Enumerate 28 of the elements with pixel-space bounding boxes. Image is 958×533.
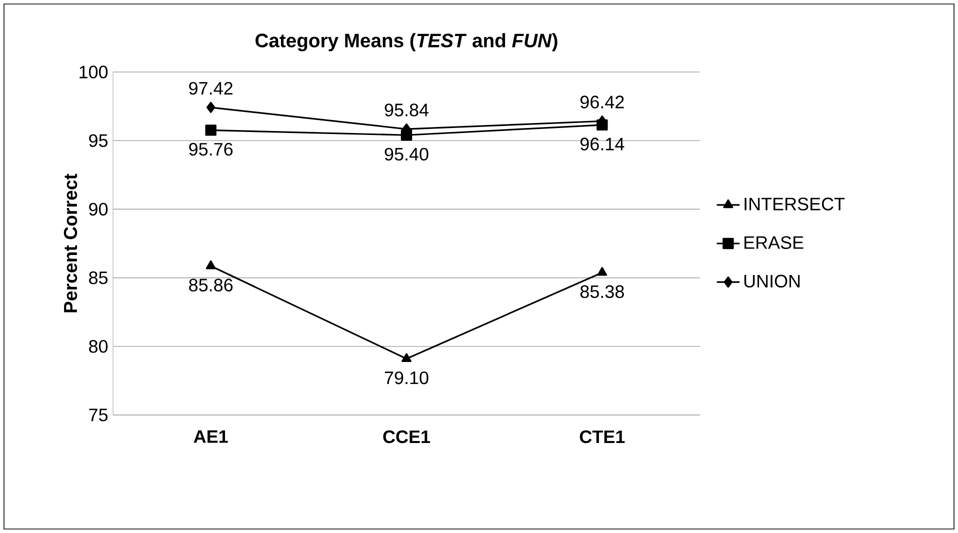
point [402,353,412,362]
x-tick-label: AE1 [194,430,228,443]
x-tick-label: CCE1 [383,430,430,444]
y-tick-label: 75 [89,408,108,422]
data-label: 96.42 [580,96,624,108]
y-tick-label: 80 [89,340,108,353]
data-label: 97.42 [189,82,232,95]
y-tick-label: 95 [89,134,108,147]
point [206,260,216,270]
data-label: 96.14 [580,138,624,150]
x-tick-label: CTE1 [580,430,625,444]
legend-label: INTERSECT [744,198,845,210]
legend-label: ERASE [744,236,804,249]
data-label: 95.40 [384,148,428,161]
data-label: 79.10 [384,371,428,384]
legend-label: UNION [744,274,800,288]
data-label: 85.86 [189,278,233,292]
y-tick-label: 100 [80,66,108,78]
data-label: 95.76 [189,142,233,156]
data-label: 85.38 [580,285,624,298]
y-axis-title: Percent Correct [64,174,78,312]
point [597,266,608,276]
point [205,124,216,136]
y-tick-label: 85 [89,271,108,284]
y-tick-label: 90 [89,202,108,216]
data-label: 95.84 [384,104,428,116]
chart-title: Category Means (TEST and FUN) [256,33,558,52]
point [206,102,216,113]
